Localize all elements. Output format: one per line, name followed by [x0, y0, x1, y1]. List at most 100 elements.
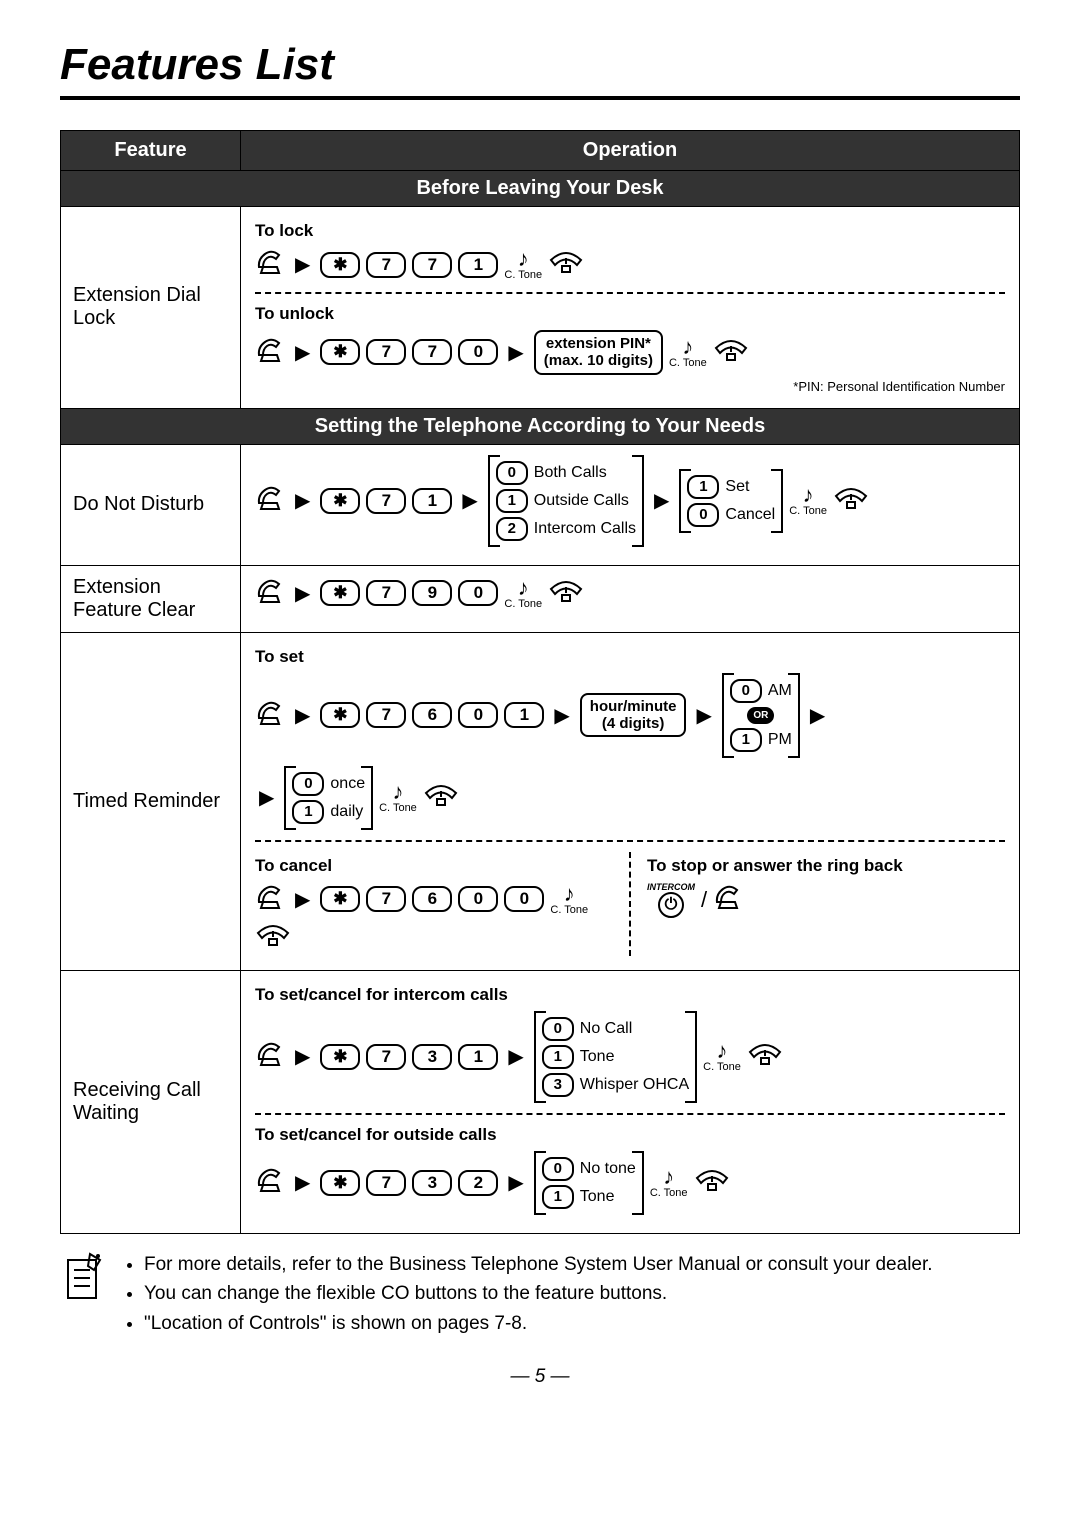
key-7: 7 [366, 886, 406, 912]
offhook-icon [255, 882, 285, 917]
offhook-icon [255, 698, 285, 733]
arrow-icon: ▶ [295, 1044, 310, 1069]
key-0: 0 [687, 503, 719, 527]
label-outside-calls: To set/cancel for outside calls [255, 1125, 1005, 1145]
offhook-icon [255, 483, 285, 518]
key-7: 7 [366, 339, 406, 365]
offhook-icon [255, 576, 285, 611]
section-before-desk: Before Leaving Your Desk [61, 171, 1020, 207]
option-group-outside: 0No tone 1Tone [534, 1151, 644, 1215]
arrow-icon: ▶ [295, 703, 310, 728]
arrow-icon: ▶ [259, 785, 274, 810]
key-3: 3 [542, 1073, 574, 1097]
key-7: 7 [366, 1170, 406, 1196]
handset-icon [423, 783, 459, 812]
table-row: Extension Dial Lock To lock ▶ ✱ 7 7 1 ♪C… [61, 207, 1020, 409]
key-3: 3 [412, 1044, 452, 1070]
handset-icon [548, 579, 584, 608]
ctone-icon: ♪C. Tone [504, 248, 542, 281]
key-star: ✱ [320, 580, 360, 606]
notepad-icon [60, 1252, 106, 1341]
arrow-icon: ▶ [696, 703, 711, 728]
key-7: 7 [412, 339, 452, 365]
key-0: 0 [458, 580, 498, 606]
arrow-icon: ▶ [295, 488, 310, 513]
key-0: 0 [458, 886, 498, 912]
offhook-icon [255, 1039, 285, 1074]
key-2: 2 [458, 1170, 498, 1196]
slash: / [701, 887, 707, 913]
key-star: ✱ [320, 339, 360, 365]
feature-timed-reminder: Timed Reminder [61, 632, 241, 970]
pin-box: extension PIN* (max. 10 digits) [534, 330, 663, 375]
key-7: 7 [366, 1044, 406, 1070]
ctone-icon: ♪C. Tone [703, 1040, 741, 1073]
key-1: 1 [292, 800, 324, 824]
page-number: — 5 — [60, 1366, 1020, 1388]
handset-icon [713, 338, 749, 367]
section-setting-needs: Setting the Telephone According to Your … [61, 408, 1020, 444]
label-to-stop-answer: To stop or answer the ring back [647, 856, 1005, 876]
offhook-icon [255, 1165, 285, 1200]
key-star: ✱ [320, 1170, 360, 1196]
notes-area: For more details, refer to the Business … [60, 1252, 1020, 1341]
arrow-icon: ▶ [554, 703, 569, 728]
arrow-icon: ▶ [508, 340, 523, 365]
key-1: 1 [496, 489, 528, 513]
dashed-separator-vertical [629, 852, 631, 956]
key-0: 0 [292, 772, 324, 796]
feature-dnd: Do Not Disturb [61, 444, 241, 565]
dashed-separator [255, 292, 1005, 294]
intercom-icon: INTERCOM ⏻ [647, 882, 695, 918]
key-3: 3 [412, 1170, 452, 1196]
title-underline [60, 96, 1020, 100]
option-group-intercom: 0No Call 1Tone 3Whisper OHCA [534, 1011, 697, 1103]
label-to-unlock: To unlock [255, 304, 1005, 324]
key-6: 6 [412, 886, 452, 912]
dashed-separator [255, 1113, 1005, 1115]
col-header-feature: Feature [61, 131, 241, 171]
key-1: 1 [458, 252, 498, 278]
key-7: 7 [366, 580, 406, 606]
label-to-lock: To lock [255, 221, 1005, 241]
key-0: 0 [730, 679, 762, 703]
option-group-calltype: 0Both Calls 1Outside Calls 2Intercom Cal… [488, 455, 644, 547]
table-row: Receiving Call Waiting To set/cancel for… [61, 970, 1020, 1233]
key-1: 1 [542, 1185, 574, 1209]
key-9: 9 [412, 580, 452, 606]
label-to-set: To set [255, 647, 1005, 667]
arrow-icon: ▶ [810, 703, 825, 728]
key-star: ✱ [320, 252, 360, 278]
key-1: 1 [504, 702, 544, 728]
offhook-icon [255, 335, 285, 370]
handset-icon [255, 923, 291, 952]
option-group-ampm: 0AM OR 1PM [722, 673, 800, 758]
key-7: 7 [366, 252, 406, 278]
arrow-icon: ▶ [462, 488, 477, 513]
arrow-icon: ▶ [508, 1044, 523, 1069]
col-header-operation: Operation [241, 131, 1020, 171]
key-1: 1 [687, 475, 719, 499]
key-2: 2 [496, 517, 528, 541]
key-7: 7 [412, 252, 452, 278]
arrow-icon: ▶ [295, 252, 310, 277]
key-1: 1 [458, 1044, 498, 1070]
feature-call-waiting: Receiving Call Waiting [61, 970, 241, 1233]
key-1: 1 [730, 728, 762, 752]
key-7: 7 [366, 702, 406, 728]
key-star: ✱ [320, 886, 360, 912]
arrow-icon: ▶ [295, 887, 310, 912]
handset-icon [747, 1042, 783, 1071]
option-group-repeat: 0once 1daily [284, 766, 373, 830]
key-1: 1 [542, 1045, 574, 1069]
arrow-icon: ▶ [295, 340, 310, 365]
table-row: Do Not Disturb ▶ ✱ 7 1 ▶ 0Both Calls 1Ou… [61, 444, 1020, 565]
handset-icon [833, 486, 869, 515]
offhook-icon [713, 882, 743, 917]
feature-ext-dial-lock: Extension Dial Lock [61, 207, 241, 409]
key-0: 0 [496, 461, 528, 485]
key-star: ✱ [320, 702, 360, 728]
key-0: 0 [458, 702, 498, 728]
note-item: "Location of Controls" is shown on pages… [144, 1311, 933, 1337]
handset-icon [694, 1168, 730, 1197]
